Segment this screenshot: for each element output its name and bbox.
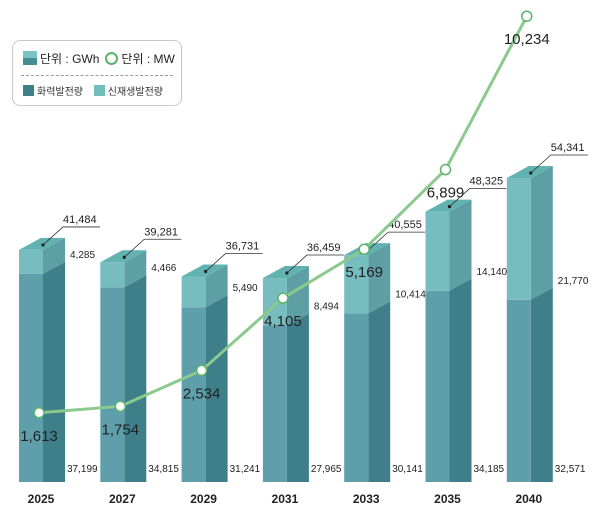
renewable-label: 8,494 bbox=[314, 302, 339, 313]
bar-renewable bbox=[100, 262, 125, 288]
thermal-swatch bbox=[23, 85, 34, 96]
total-label: 36,731 bbox=[226, 241, 260, 253]
line-point bbox=[114, 400, 127, 413]
total-label: 54,341 bbox=[551, 142, 585, 154]
x-tick-label: 2027 bbox=[109, 492, 136, 506]
line-value-label: 10,234 bbox=[504, 31, 550, 48]
bar-renewable-side bbox=[449, 199, 472, 291]
x-tick-label: 2029 bbox=[190, 492, 217, 506]
thermal-label: 34,815 bbox=[148, 464, 179, 475]
total-leader bbox=[449, 188, 507, 207]
bar-thermal bbox=[506, 299, 531, 482]
bar-thermal bbox=[425, 290, 450, 482]
bar-renewable bbox=[425, 211, 450, 291]
total-leader bbox=[205, 253, 263, 272]
thermal-label: 34,185 bbox=[474, 464, 505, 475]
line-point bbox=[358, 243, 370, 255]
bar-renewable bbox=[19, 249, 43, 274]
bar-thermal-side bbox=[530, 287, 553, 482]
bar-thermal bbox=[262, 325, 287, 482]
x-tick-label: 2025 bbox=[28, 492, 55, 506]
line-value-label: 5,169 bbox=[345, 264, 383, 281]
total-label: 36,459 bbox=[307, 242, 341, 254]
bar-renewable bbox=[344, 255, 369, 314]
renewable-label: 4,285 bbox=[70, 250, 95, 261]
line-point bbox=[277, 292, 289, 304]
line-value-label: 6,899 bbox=[427, 185, 465, 202]
renewable-label: 21,770 bbox=[558, 276, 589, 287]
line-value-label: 1,613 bbox=[20, 428, 58, 445]
total-leader bbox=[124, 238, 182, 258]
renewable-label: 5,490 bbox=[233, 283, 258, 294]
bar-renewable bbox=[181, 276, 206, 308]
x-tick-label: 2035 bbox=[434, 492, 461, 506]
renewable-swatch bbox=[93, 85, 105, 96]
line-value-label: 2,534 bbox=[183, 385, 221, 402]
total-label: 40,555 bbox=[388, 219, 422, 231]
bar-thermal-side bbox=[124, 275, 147, 482]
bar-unit-swatch bbox=[23, 51, 37, 65]
line-point bbox=[521, 10, 533, 22]
bar-thermal bbox=[19, 273, 43, 482]
renewable-label: 4,466 bbox=[151, 263, 176, 274]
total-label: 48,325 bbox=[470, 176, 504, 188]
bar-renewable-side bbox=[530, 166, 553, 300]
bar-thermal-side bbox=[368, 301, 391, 482]
bar-thermal-side bbox=[286, 313, 309, 482]
bar-thermal-side bbox=[449, 278, 472, 482]
thermal-label: 30,141 bbox=[392, 464, 423, 475]
line-point bbox=[33, 407, 45, 419]
total-leader bbox=[367, 231, 426, 251]
line-unit-label: 단위 : MW bbox=[121, 52, 175, 66]
bar-thermal bbox=[100, 287, 125, 482]
thermal-label: 32,571 bbox=[555, 464, 586, 475]
bar-renewable bbox=[506, 178, 531, 300]
bar-renewable-side bbox=[286, 266, 309, 326]
legend-thermal-label: 화력발전량 bbox=[37, 87, 83, 98]
x-tick-label: 2040 bbox=[515, 492, 542, 506]
thermal-label: 37,199 bbox=[67, 464, 98, 475]
line-point bbox=[439, 163, 452, 176]
total-leader bbox=[286, 254, 344, 274]
total-leader bbox=[42, 226, 100, 246]
legend: 단위 : GWh 단위 : MW 화력발전량 신재생발전량 bbox=[12, 40, 182, 106]
line-value-label: 1,754 bbox=[102, 421, 140, 438]
thermal-label: 27,965 bbox=[311, 464, 342, 475]
bar-thermal bbox=[344, 313, 369, 482]
thermal-label: 31,241 bbox=[230, 464, 261, 475]
bar-thermal bbox=[181, 307, 206, 482]
legend-divider bbox=[21, 75, 173, 76]
line-point bbox=[195, 364, 208, 377]
legend-series: 화력발전량 신재생발전량 bbox=[23, 83, 163, 98]
renewable-label: 14,140 bbox=[477, 267, 508, 278]
bar-thermal-side bbox=[205, 295, 228, 482]
legend-units: 단위 : GWh 단위 : MW bbox=[23, 50, 175, 67]
x-tick-label: 2031 bbox=[272, 492, 299, 506]
bar-renewable-side bbox=[368, 243, 391, 314]
total-leader bbox=[530, 154, 588, 174]
line-unit-marker bbox=[105, 52, 119, 65]
bar-unit-label: 단위 : GWh bbox=[40, 52, 100, 66]
x-tick-label: 2033 bbox=[353, 492, 380, 506]
total-label: 39,281 bbox=[144, 226, 178, 238]
line-value-label: 4,105 bbox=[264, 313, 302, 330]
legend-renewable-label: 신재생발전량 bbox=[107, 87, 163, 98]
bar-renewable-side bbox=[43, 237, 65, 274]
total-label: 41,484 bbox=[63, 214, 97, 226]
renewable-label: 10,414 bbox=[395, 289, 426, 300]
bar-renewable-side bbox=[205, 264, 228, 308]
bar-thermal-side bbox=[43, 261, 65, 482]
bar-renewable-side bbox=[124, 250, 147, 288]
